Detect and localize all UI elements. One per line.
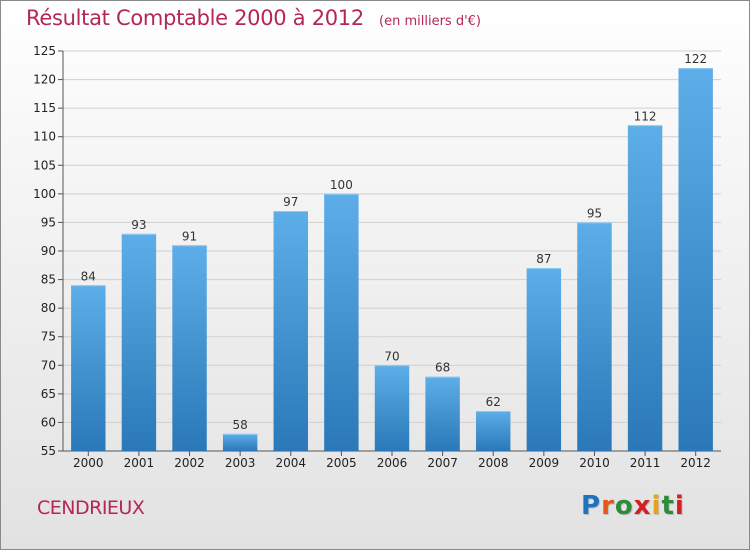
x-tick-label: 2000	[73, 456, 104, 470]
logo-letter: r	[601, 491, 615, 521]
value-label: 87	[536, 252, 551, 266]
title-row: Résultat Comptable 2000 à 2012 (en milli…	[26, 6, 481, 30]
x-tick-label: 2001	[124, 456, 155, 470]
bar	[627, 125, 663, 452]
value-label: 58	[233, 418, 248, 432]
x-tick-label: 2007	[427, 456, 458, 470]
logo-letter: x	[633, 491, 652, 521]
bar	[526, 268, 562, 451]
x-tick-label: 2008	[478, 456, 509, 470]
y-tick-label: 90	[41, 244, 56, 258]
value-label: 70	[384, 349, 399, 363]
x-tick-label: 2012	[680, 456, 711, 470]
labels: 84 2000 93 2001 91 2002 58 2003 97 2004 100 2005 70 2…	[73, 52, 711, 470]
bar	[222, 433, 258, 451]
y-tick-label: 115	[33, 101, 56, 115]
y-tick-label: 60	[41, 415, 56, 429]
logo-letter: P	[581, 491, 602, 521]
y-tick-label: 125	[33, 44, 56, 58]
proxiti-logo[interactable]: Proxiti	[581, 491, 685, 521]
logo-letter: i	[651, 491, 662, 521]
bar	[324, 193, 359, 451]
bar	[425, 376, 460, 451]
y-tick-label: 120	[33, 73, 56, 87]
x-tick-label: 2004	[275, 456, 306, 470]
value-label: 97	[283, 195, 298, 209]
y-tick-label: 110	[33, 130, 56, 144]
value-label: 68	[435, 361, 450, 375]
chart-title: Résultat Comptable 2000 à 2012	[26, 6, 364, 30]
bar	[71, 285, 106, 451]
y-tick-label: 100	[33, 187, 56, 201]
logo-letter: t	[661, 491, 675, 521]
x-tick-label: 2010	[579, 456, 610, 470]
x-tick-label: 2005	[326, 456, 357, 470]
y-tick-label: 65	[41, 387, 56, 401]
bar	[172, 245, 207, 451]
y-tick-label: 55	[41, 444, 56, 458]
y-tick-label: 80	[41, 301, 56, 315]
value-label: 100	[330, 178, 353, 192]
x-tick-label: 2006	[377, 456, 408, 470]
logo-letter: i	[674, 491, 685, 521]
bars	[71, 68, 713, 452]
logo-letter: o	[614, 491, 634, 521]
x-tick-label: 2009	[529, 456, 560, 470]
chart-subtitle: (en milliers d'€)	[379, 14, 481, 29]
bar	[374, 365, 410, 451]
bar	[678, 68, 713, 452]
value-label: 84	[81, 269, 96, 283]
commune-name: CENDRIEUX	[37, 497, 145, 519]
bar	[121, 233, 157, 451]
bar	[577, 222, 612, 451]
x-tick-label: 2011	[630, 456, 661, 470]
value-label: 112	[634, 109, 657, 123]
y-tick-label: 95	[41, 215, 56, 229]
value-label: 62	[486, 395, 501, 409]
bar	[476, 411, 511, 451]
y-tick-label: 105	[33, 158, 56, 172]
value-label: 95	[587, 206, 602, 220]
value-label: 122	[684, 52, 707, 66]
y-tick-label: 75	[41, 330, 56, 344]
value-label: 93	[131, 218, 146, 232]
value-label: 91	[182, 229, 197, 243]
x-tick-label: 2002	[174, 456, 205, 470]
bar	[273, 211, 308, 451]
y-tick-label: 70	[41, 358, 56, 372]
y-tick-label: 85	[41, 273, 56, 287]
x-tick-label: 2003	[225, 456, 256, 470]
